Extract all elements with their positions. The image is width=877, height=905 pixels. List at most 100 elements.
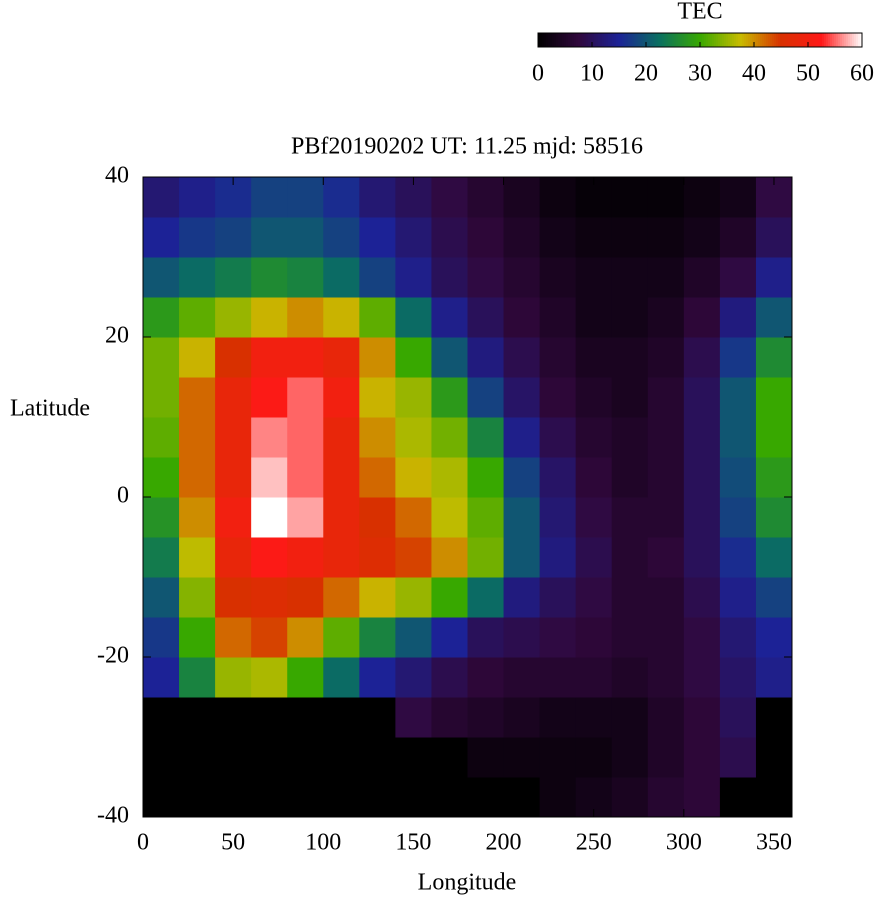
- heatmap-cell: [215, 617, 252, 658]
- heatmap-cell: [719, 377, 757, 418]
- colorbar-swatch: [660, 33, 663, 47]
- colorbar-swatch: [796, 33, 799, 47]
- colorbar-swatch: [832, 33, 835, 47]
- colorbar-swatch: [684, 33, 687, 47]
- heatmap-cell: [503, 777, 541, 818]
- heatmap-cell: [539, 257, 577, 298]
- heatmap-cell: [467, 497, 505, 538]
- heatmap-cell: [503, 377, 541, 418]
- heatmap-cell: [683, 337, 721, 378]
- colorbar-swatch: [838, 33, 841, 47]
- colorbar-swatch: [646, 33, 649, 47]
- heatmap-cell: [683, 177, 721, 218]
- colorbar-swatch: [658, 33, 661, 47]
- colorbar-swatch: [734, 33, 737, 47]
- heatmap-cell: [719, 657, 757, 698]
- heatmap-cell: [143, 297, 180, 338]
- colorbar-swatch: [800, 33, 803, 47]
- heatmap-cell: [647, 257, 685, 298]
- heatmap-cell: [359, 777, 396, 818]
- colorbar-swatch: [696, 33, 699, 47]
- heatmap-cell: [287, 497, 324, 538]
- colorbar-swatch: [588, 33, 591, 47]
- heatmap-cell: [611, 577, 649, 618]
- heatmap-cell: [539, 657, 577, 698]
- colorbar-swatch: [782, 33, 785, 47]
- heatmap-cell: [431, 297, 468, 338]
- colorbar-swatch: [556, 33, 559, 47]
- heatmap-cell: [143, 497, 180, 538]
- heatmap-cell: [719, 497, 757, 538]
- colorbar-swatch: [678, 33, 681, 47]
- y-tick-label: -20: [97, 643, 129, 669]
- heatmap-cell: [323, 737, 360, 778]
- heatmap-cell: [179, 497, 216, 538]
- colorbar-swatch: [738, 33, 741, 47]
- heatmap-cell: [287, 577, 324, 618]
- heatmap-cell: [215, 217, 252, 258]
- colorbar-swatch: [810, 33, 813, 47]
- heatmap-cell: [503, 537, 541, 578]
- heatmap-cell: [323, 457, 360, 498]
- colorbar-swatch: [640, 33, 643, 47]
- colorbar-swatch: [570, 33, 573, 47]
- colorbar-swatch: [724, 33, 727, 47]
- y-axis-label: Latitude: [10, 396, 90, 422]
- heatmap-cell: [143, 457, 180, 498]
- heatmap-cell: [359, 217, 396, 258]
- heatmap-cell: [143, 777, 180, 818]
- colorbar-swatch: [680, 33, 683, 47]
- heatmap-cell: [359, 177, 396, 218]
- heatmap-cell: [683, 737, 721, 778]
- heatmap-cell: [395, 577, 432, 618]
- heatmap-cell: [611, 337, 649, 378]
- x-tick-label: 250: [576, 830, 612, 856]
- heatmap-cell: [467, 697, 505, 738]
- colorbar-swatch: [552, 33, 555, 47]
- colorbar-swatch: [544, 33, 547, 47]
- colorbar-swatch: [672, 33, 675, 47]
- colorbar-swatch: [682, 33, 685, 47]
- heatmap-cell: [467, 297, 505, 338]
- colorbar-swatch: [784, 33, 787, 47]
- colorbar-swatch: [642, 33, 645, 47]
- heatmap-cell: [179, 777, 216, 818]
- heatmap-cell: [395, 337, 432, 378]
- colorbar-swatch: [676, 33, 679, 47]
- colorbar-swatch: [654, 33, 657, 47]
- heatmap-cell: [503, 457, 541, 498]
- heatmap-cell: [179, 337, 216, 378]
- heatmap-cell: [323, 177, 360, 218]
- colorbar-swatch: [636, 33, 639, 47]
- colorbar-swatch: [820, 33, 823, 47]
- heatmap-cell: [539, 737, 577, 778]
- colorbar-swatch: [764, 33, 767, 47]
- heatmap-cell: [611, 777, 649, 818]
- heatmap-cell: [359, 577, 396, 618]
- heatmap-cell: [503, 417, 541, 458]
- heatmap-cell: [683, 577, 721, 618]
- heatmap-cell: [575, 417, 613, 458]
- colorbar-swatch: [822, 33, 825, 47]
- heatmap-cell: [359, 697, 396, 738]
- colorbar-swatch: [824, 33, 827, 47]
- colorbar-swatch: [608, 33, 611, 47]
- colorbar-swatch: [652, 33, 655, 47]
- heatmap-cell: [539, 217, 577, 258]
- colorbar-swatch: [774, 33, 777, 47]
- heatmap-cell: [683, 217, 721, 258]
- heatmap-cell: [719, 737, 757, 778]
- colorbar-swatch: [750, 33, 753, 47]
- heatmap-cell: [287, 457, 324, 498]
- heatmap-cell: [647, 777, 685, 818]
- heatmap-cell: [611, 657, 649, 698]
- colorbar-swatch: [710, 33, 713, 47]
- colorbar-swatch: [614, 33, 617, 47]
- heatmap-cell: [539, 177, 577, 218]
- heatmap-cell: [647, 497, 685, 538]
- colorbar-swatch: [668, 33, 671, 47]
- heatmap-cell: [431, 617, 468, 658]
- colorbar-swatch: [558, 33, 561, 47]
- x-axis-label: Longitude: [418, 870, 517, 896]
